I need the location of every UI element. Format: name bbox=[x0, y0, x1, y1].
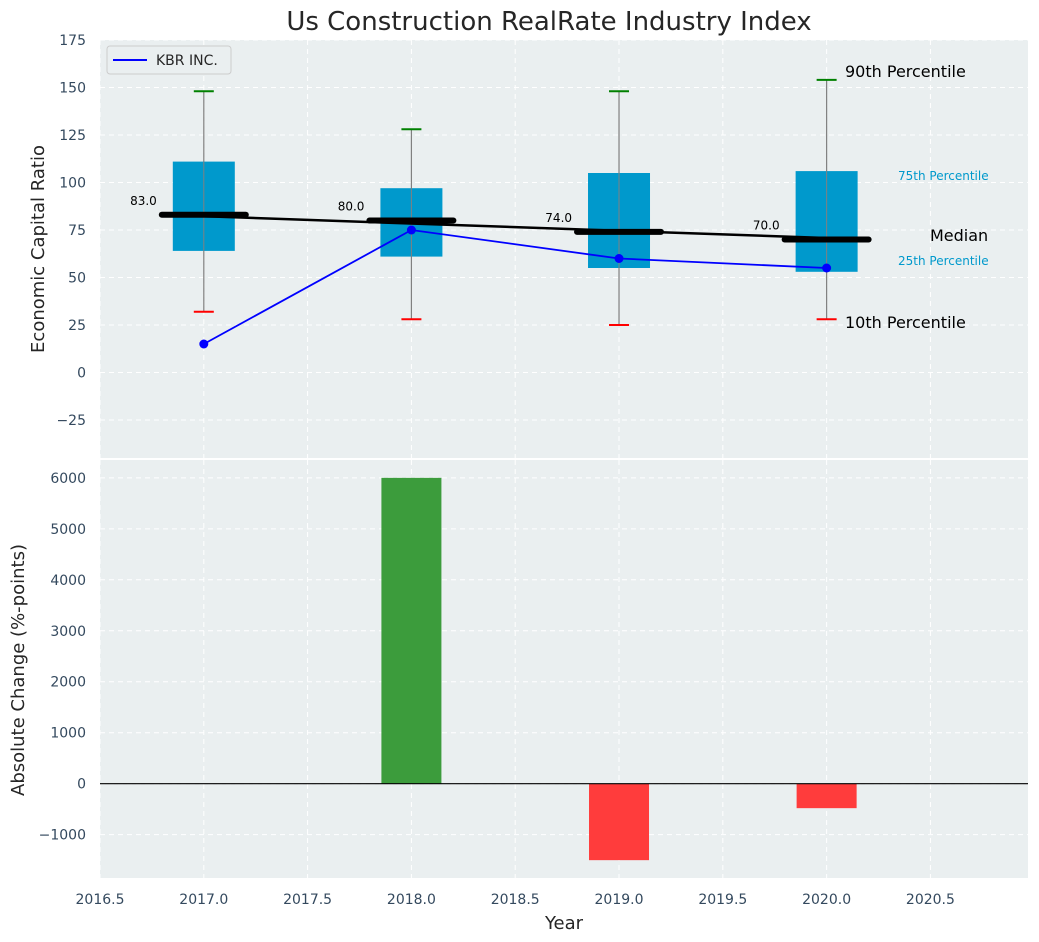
legend-label-company: KBR INC. bbox=[156, 53, 218, 69]
x-tick-label: 2019.5 bbox=[698, 892, 747, 908]
top-y-tick-label: −25 bbox=[56, 413, 86, 429]
company-point bbox=[406, 225, 416, 235]
bottom-y-tick-label: 0 bbox=[77, 777, 86, 793]
x-tick-label: 2017.5 bbox=[283, 892, 332, 908]
chart-title: Us Construction RealRate Industry Index bbox=[286, 7, 811, 37]
top-y-tick-label: 150 bbox=[59, 81, 86, 97]
x-tick-label: 2017.0 bbox=[179, 892, 228, 908]
x-axis-label: Year bbox=[544, 913, 584, 934]
bottom-y-tick-labels: −1000 0 1000 2000 3000 4000 5000 6000 bbox=[39, 471, 86, 844]
median-trend-line bbox=[161, 213, 869, 241]
bottom-y-tick-label: 4000 bbox=[50, 573, 86, 589]
company-point bbox=[614, 254, 624, 263]
change-bar bbox=[589, 783, 650, 861]
annotation-p75: 75th Percentile bbox=[898, 169, 989, 183]
company-series bbox=[199, 225, 832, 349]
median-value-labels: 83.0 80.0 74.0 70.0 bbox=[130, 194, 780, 233]
bottom-gridlines bbox=[99, 460, 1028, 878]
top-y-tick-label: 0 bbox=[77, 366, 86, 382]
median-value-label: 70.0 bbox=[753, 219, 780, 233]
median-value-label: 74.0 bbox=[545, 211, 572, 225]
annotation-p10: 10th Percentile bbox=[845, 313, 966, 332]
bar-series bbox=[100, 477, 1028, 861]
x-tick-label: 2020.5 bbox=[906, 892, 955, 908]
annotation-p25: 25th Percentile bbox=[898, 254, 989, 268]
bottom-y-axis-label: Absolute Change (%-points) bbox=[8, 544, 29, 796]
x-tick-label: 2018.0 bbox=[387, 892, 436, 908]
company-point bbox=[822, 263, 832, 273]
bottom-y-tick-label: 5000 bbox=[50, 522, 86, 538]
bottom-y-tick-label: 1000 bbox=[50, 726, 86, 742]
bottom-y-tick-label: 3000 bbox=[50, 624, 86, 640]
x-tick-label: 2018.5 bbox=[491, 892, 540, 908]
bottom-y-tick-label: 6000 bbox=[50, 471, 86, 487]
legend: KBR INC. bbox=[106, 45, 232, 75]
annotation-median: Median bbox=[930, 226, 988, 245]
top-plot-background bbox=[100, 40, 1028, 458]
percentile-annotations: 90th Percentile 75th Percentile Median 2… bbox=[845, 62, 989, 332]
median-value-label: 83.0 bbox=[130, 194, 157, 208]
bottom-y-tick-label: 2000 bbox=[50, 675, 86, 691]
top-y-tick-label: 50 bbox=[68, 271, 86, 287]
company-line bbox=[203, 229, 827, 345]
x-tick-label: 2016.5 bbox=[76, 892, 125, 908]
top-y-tick-label: 75 bbox=[68, 223, 86, 239]
annotation-p90: 90th Percentile bbox=[845, 62, 966, 81]
top-y-tick-label: 125 bbox=[59, 128, 86, 144]
x-tick-labels: 2016.5 2017.0 2017.5 2018.0 2018.5 2019.0 2019… bbox=[76, 892, 955, 908]
median-trend bbox=[161, 213, 869, 241]
bottom-plot-background bbox=[100, 460, 1028, 878]
change-bar bbox=[796, 783, 857, 809]
top-y-tick-label: 25 bbox=[68, 318, 86, 334]
top-y-tick-label: 175 bbox=[59, 33, 86, 49]
x-tick-label: 2019.0 bbox=[595, 892, 644, 908]
top-y-tick-label: 100 bbox=[59, 176, 86, 192]
top-y-tick-labels: −25 0 25 50 75 100 125 150 175 bbox=[56, 33, 86, 429]
bottom-y-tick-label: −1000 bbox=[39, 828, 86, 844]
top-y-axis-label: Economic Capital Ratio bbox=[28, 145, 49, 353]
change-bar bbox=[381, 477, 442, 784]
legend-frame bbox=[106, 45, 232, 75]
x-tick-label: 2020.0 bbox=[802, 892, 851, 908]
median-value-label: 80.0 bbox=[338, 200, 365, 214]
company-point bbox=[199, 339, 209, 349]
